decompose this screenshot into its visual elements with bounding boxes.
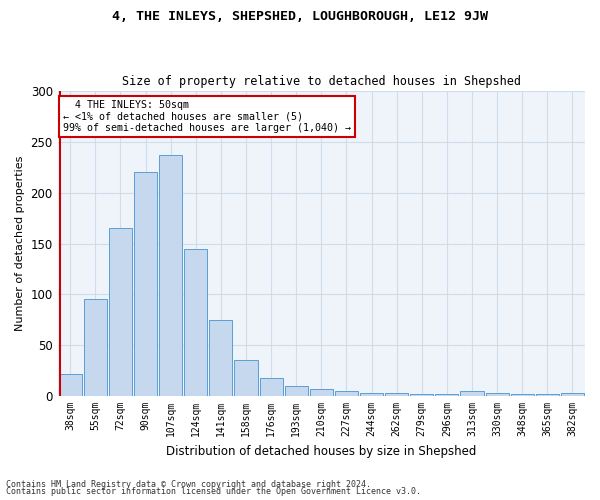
Bar bbox=[184, 248, 208, 396]
Text: 4, THE INLEYS, SHEPSHED, LOUGHBOROUGH, LE12 9JW: 4, THE INLEYS, SHEPSHED, LOUGHBOROUGH, L… bbox=[112, 10, 488, 23]
Bar bbox=[134, 172, 157, 396]
Bar bbox=[310, 389, 333, 396]
X-axis label: Distribution of detached houses by size in Shepshed: Distribution of detached houses by size … bbox=[166, 444, 476, 458]
Bar bbox=[410, 394, 433, 396]
Bar bbox=[59, 374, 82, 396]
Bar bbox=[284, 386, 308, 396]
Bar bbox=[511, 394, 534, 396]
Text: Contains public sector information licensed under the Open Government Licence v3: Contains public sector information licen… bbox=[6, 487, 421, 496]
Bar bbox=[159, 155, 182, 396]
Bar bbox=[109, 228, 132, 396]
Bar bbox=[209, 320, 232, 396]
Bar bbox=[360, 393, 383, 396]
Bar bbox=[460, 391, 484, 396]
Bar bbox=[84, 300, 107, 396]
Bar bbox=[385, 393, 408, 396]
Bar bbox=[536, 394, 559, 396]
Text: Contains HM Land Registry data © Crown copyright and database right 2024.: Contains HM Land Registry data © Crown c… bbox=[6, 480, 371, 489]
Bar bbox=[235, 360, 257, 396]
Bar bbox=[260, 378, 283, 396]
Bar bbox=[436, 394, 458, 396]
Bar bbox=[561, 393, 584, 396]
Bar bbox=[485, 393, 509, 396]
Text: 4 THE INLEYS: 50sqm  
← <1% of detached houses are smaller (5)
99% of semi-detac: 4 THE INLEYS: 50sqm ← <1% of detached ho… bbox=[63, 100, 351, 134]
Bar bbox=[335, 391, 358, 396]
Title: Size of property relative to detached houses in Shepshed: Size of property relative to detached ho… bbox=[122, 76, 521, 88]
Y-axis label: Number of detached properties: Number of detached properties bbox=[15, 156, 25, 331]
